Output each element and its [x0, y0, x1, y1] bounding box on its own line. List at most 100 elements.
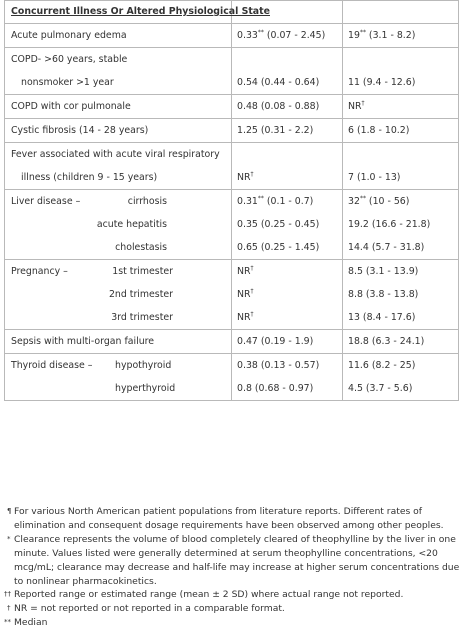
condition-cell: COPD- >60 years, stable nonsmoker >1 yea… — [4, 47, 232, 95]
value-text: 11 (9.4 - 12.6) — [348, 77, 416, 88]
subgroup-label: acute hepatitis — [96, 219, 167, 230]
footnote-marker: † — [250, 171, 254, 178]
subgroup-label: hyperthyroid — [115, 383, 176, 394]
condition-cell: Pregnancy – 1st trimester 2nd trimester 3rd… — [4, 259, 232, 330]
table-row-group: Pregnancy – 1st trimester 2nd trimester 3rd… — [4, 259, 459, 330]
condition-cell: Thyroid disease – hypothyroid hyperthyroid — [4, 353, 232, 401]
subgroup-label: cirrhosis — [127, 196, 167, 207]
half-life-cell: 7 (1.0 - 13) — [342, 142, 459, 190]
condition-line: 2nd trimester — [5, 283, 231, 306]
footnote: ** Median — [4, 616, 464, 630]
value-text: 0.38 (0.13 - 0.57) — [237, 360, 320, 371]
cell-value: NR† — [343, 95, 458, 118]
cell-value: 7 (1.0 - 13) — [343, 166, 458, 189]
range-text: (0.1 - 0.7) — [263, 196, 314, 207]
footnote-text: For various North American patient popul… — [14, 506, 444, 531]
cell-value — [343, 48, 458, 71]
value-text: 8.8 (3.8 - 13.8) — [348, 289, 419, 300]
cell-value: 32** (10 - 56) — [343, 190, 458, 213]
condition-cell: Fever associated with acute viral respir… — [4, 142, 232, 190]
condition-line: 3rd trimester — [5, 306, 231, 329]
cell-value: 11 (9.4 - 12.6) — [343, 71, 458, 94]
value-text: 8.5 (3.1 - 13.9) — [348, 266, 419, 277]
cell-value: 0.54 (0.44 - 0.64) — [232, 71, 342, 94]
subgroup-label: cholestasis — [115, 242, 167, 253]
footnote-text: Clearance represents the volume of blood… — [14, 533, 460, 587]
condition-line: Thyroid disease – hypothyroid — [5, 354, 231, 377]
cell-value: 4.5 (3.7 - 5.6) — [343, 377, 458, 400]
half-life-cell: 11 (9.4 - 12.6) — [342, 47, 459, 95]
table-row: Sepsis with multi-organ failure 0.47 (0.1… — [4, 329, 459, 354]
table-row: COPD- >60 years, stable nonsmoker >1 yea… — [4, 47, 459, 95]
cell-value: 19.2 (16.6 - 21.8) — [343, 213, 458, 236]
half-life-cell: NR† — [342, 94, 459, 119]
cell-value: NR† — [232, 306, 342, 329]
value-text: NR — [237, 266, 251, 277]
condition-line: Liver disease – cirrhosis — [5, 190, 231, 213]
table-header-row: Concurrent Illness Or Altered Physiologi… — [4, 0, 459, 24]
clearance-cell: 0.48 (0.08 - 0.88) — [231, 94, 343, 119]
condition-cell: Liver disease – cirrhosis acute hepatitis c… — [4, 189, 232, 260]
header-line — [232, 1, 342, 23]
table-row-group: Thyroid disease – hypothyroid hyperthyroid… — [4, 353, 459, 401]
footnote-text: Reported range or estimated range (mean … — [14, 589, 404, 601]
condition-line: Pregnancy – 1st trimester — [5, 260, 231, 283]
clearance-cell: 0.54 (0.44 - 0.64) — [231, 47, 343, 95]
footnote-marker: † — [250, 288, 254, 295]
cell-value: NR† — [232, 166, 342, 189]
cell-value: 0.31** (0.1 - 0.7) — [232, 190, 342, 213]
subgroup-label: 3rd trimester — [111, 312, 173, 323]
footnote-text: NR = not reported or not reported in a c… — [14, 603, 285, 615]
value-text: 0.31 — [237, 196, 258, 207]
condition-label: illness (children 9 - 15 years) — [21, 172, 158, 183]
half-life-cell: 18.8 (6.3 - 24.1) — [342, 329, 459, 354]
header-line: Concurrent Illness Or Altered Physiologi… — [5, 1, 270, 23]
cell-value — [232, 143, 342, 166]
condition-label: COPD with cor pulmonale — [11, 101, 131, 112]
cell-value: 6 (1.8 - 10.2) — [343, 119, 458, 142]
footnote-marker: ** — [257, 195, 264, 202]
cell-value: 14.4 (5.7 - 31.8) — [343, 236, 458, 259]
range-text: (3.1 - 8.2) — [365, 30, 416, 41]
cell-value: 11.6 (8.2 - 25) — [343, 354, 458, 377]
cell-value: 8.8 (3.8 - 13.8) — [343, 283, 458, 306]
cell-value: 0.8 (0.68 - 0.97) — [232, 377, 342, 400]
cell-value: 0.35 (0.25 - 0.45) — [232, 213, 342, 236]
cell-value — [232, 48, 342, 71]
subgroup-label: 1st trimester — [112, 266, 173, 277]
value-text: 32 — [348, 196, 360, 207]
clearance-cell: 0.47 (0.19 - 1.9) — [231, 329, 343, 354]
half-life-cell: 11.6 (8.2 - 25) 4.5 (3.7 - 5.6) — [342, 353, 459, 401]
footnote: * Clearance represents the volume of bloo… — [4, 533, 464, 589]
table-row: COPD with cor pulmonale 0.48 (0.08 - 0.88… — [4, 94, 459, 119]
cell-value: NR† — [232, 283, 342, 306]
header-cell-empty — [342, 0, 459, 24]
header-line — [343, 1, 458, 23]
value-text: 0.54 (0.44 - 0.64) — [237, 77, 320, 88]
condition-cell: Cystic fibrosis (14 - 28 years) — [4, 118, 232, 143]
cell-value: 13 (8.4 - 17.6) — [343, 306, 458, 329]
header-cell: Concurrent Illness Or Altered Physiologi… — [4, 0, 270, 24]
footnote-marker: ** — [257, 29, 264, 36]
footnote-mark: † — [7, 604, 11, 613]
value-text: 7 (1.0 - 13) — [348, 172, 401, 183]
footnote-marker: ** — [359, 195, 366, 202]
clearance-cell: NR† NR† NR† — [231, 259, 343, 330]
footnote-mark: ** — [4, 618, 11, 627]
clearance-cell: 0.31** (0.1 - 0.7) 0.35 (0.25 - 0.45) 0.65… — [231, 189, 343, 260]
clearance-cell: 0.38 (0.13 - 0.57) 0.8 (0.68 - 0.97) — [231, 353, 343, 401]
value-text: NR — [237, 289, 251, 300]
footnote: ¶ For various North American patient popu… — [4, 505, 464, 533]
subgroup-label: 2nd trimester — [108, 289, 173, 300]
subgroup-label: hypothyroid — [115, 360, 172, 371]
group-label: Pregnancy – — [11, 266, 68, 277]
condition-cell: Acute pulmonary edema — [4, 23, 232, 48]
value-text: NR — [237, 172, 251, 183]
condition-label: Sepsis with multi-organ failure — [11, 336, 155, 347]
condition-cell: COPD with cor pulmonale — [4, 94, 232, 119]
range-text: (0.07 - 2.45) — [263, 30, 326, 41]
condition-line: hyperthyroid — [5, 377, 231, 400]
clearance-cell: 1.25 (0.31 - 2.2) — [231, 118, 343, 143]
cell-value — [343, 143, 458, 166]
condition-line: cholestasis — [5, 236, 231, 259]
